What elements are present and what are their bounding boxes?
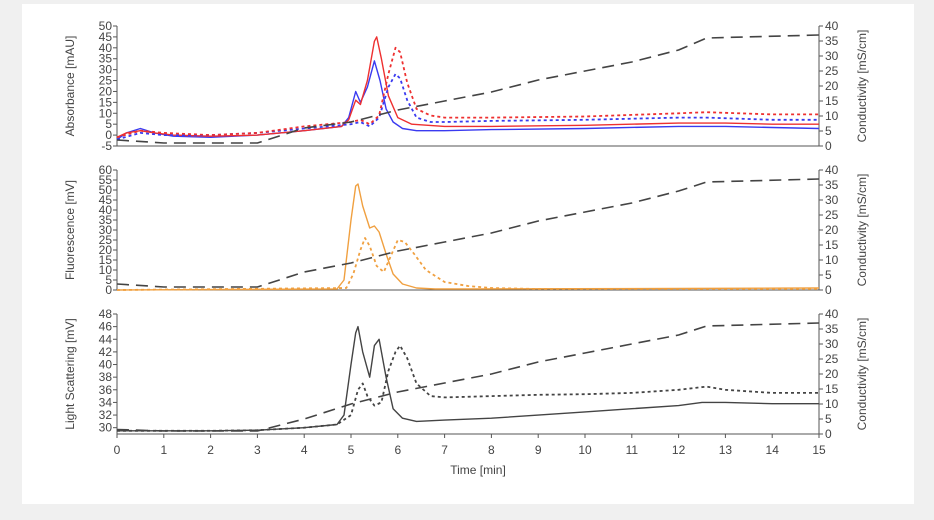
- chromatogram-chart: -5051015202530354045500510152025303540Ab…: [63, 19, 869, 477]
- series-line-1-1: [116, 60, 820, 141]
- x-tick-label: 12: [672, 443, 686, 457]
- x-tick-label: 1: [160, 443, 167, 457]
- right-tick-label: 10: [825, 253, 839, 267]
- right-tick-label: 30: [825, 337, 839, 351]
- right-tick-label: 5: [825, 268, 832, 282]
- right-axis-title: Conductivity [mS/cm]: [855, 30, 869, 143]
- right-tick-label: 15: [825, 94, 839, 108]
- left-tick-label: 44: [99, 332, 113, 346]
- x-tick-label: 11: [626, 443, 639, 457]
- right-tick-label: 40: [825, 163, 839, 177]
- left-tick-label: -5: [101, 139, 112, 153]
- series-line-1-2: [116, 36, 819, 138]
- right-tick-label: 35: [825, 322, 839, 336]
- x-tick-label: 0: [114, 443, 121, 457]
- left-tick-label: 20: [99, 84, 113, 98]
- series-line-3-3: [116, 322, 820, 432]
- left-tick-label: 30: [99, 223, 113, 237]
- left-tick-label: 25: [99, 233, 113, 247]
- left-tick-label: 25: [99, 74, 113, 88]
- left-tick-label: 30: [99, 421, 113, 435]
- right-tick-label: 35: [825, 178, 839, 192]
- right-tick-label: 10: [825, 109, 839, 123]
- left-tick-label: 20: [99, 243, 113, 257]
- x-tick-label: 4: [301, 443, 308, 457]
- x-tick-label: 9: [535, 443, 542, 457]
- x-tick-label: 14: [766, 443, 780, 457]
- right-tick-label: 0: [825, 283, 832, 297]
- right-tick-label: 15: [825, 238, 839, 252]
- left-axis-title: Absorbance [mAU]: [63, 36, 77, 137]
- left-axis-title: Light Scattering [mV]: [63, 318, 77, 429]
- left-tick-label: 40: [99, 41, 113, 55]
- left-tick-label: 30: [99, 63, 113, 77]
- left-tick-label: 42: [99, 345, 113, 359]
- series-line-2-1: [116, 183, 820, 291]
- chart-frame: -5 0 5 10 15 20 25 30 35 40 45 50 0 5 10 15 20 25 30 35 40 Ab…: [22, 4, 914, 504]
- left-tick-label: 15: [99, 95, 113, 109]
- x-tick-label: 6: [394, 443, 401, 457]
- right-tick-label: 30: [825, 49, 839, 63]
- right-tick-label: 20: [825, 79, 839, 93]
- left-tick-label: 15: [99, 253, 113, 267]
- right-tick-label: 20: [825, 223, 839, 237]
- series-line-1-5: [116, 34, 820, 144]
- right-tick-label: 20: [825, 367, 839, 381]
- right-tick-label: 25: [825, 64, 839, 78]
- series-line-3-2: [117, 344, 819, 432]
- right-tick-label: 0: [825, 139, 832, 153]
- x-tick-label: 2: [207, 443, 214, 457]
- right-tick-label: 5: [825, 124, 832, 138]
- x-tick-label: 5: [348, 443, 355, 457]
- right-tick-label: 25: [825, 208, 839, 222]
- left-tick-label: 32: [99, 408, 113, 422]
- left-tick-label: 45: [99, 30, 113, 44]
- right-tick-label: 25: [825, 352, 839, 366]
- series-line-3-1: [117, 325, 819, 432]
- series-line-2-2: [116, 237, 819, 291]
- left-tick-label: 10: [99, 106, 113, 120]
- x-tick-label: 15: [812, 443, 826, 457]
- left-tick-label: 35: [99, 213, 113, 227]
- x-tick-label: 13: [719, 443, 733, 457]
- left-tick-label: 0: [105, 283, 112, 297]
- left-tick-label: 35: [99, 52, 113, 66]
- x-axis-title: Time [min]: [450, 463, 506, 477]
- x-tick-label: 3: [254, 443, 261, 457]
- left-tick-label: 40: [99, 203, 113, 217]
- left-tick-label: 50: [99, 19, 113, 33]
- series-line-1-4: [116, 46, 819, 139]
- left-tick-label: 5: [105, 273, 112, 287]
- right-tick-label: 35: [825, 34, 839, 48]
- left-tick-label: 60: [99, 163, 113, 177]
- x-tick-label: 7: [441, 443, 448, 457]
- left-tick-label: 50: [99, 183, 113, 197]
- right-tick-label: 30: [825, 193, 839, 207]
- left-tick-label: 0: [105, 128, 112, 142]
- left-tick-label: 48: [99, 307, 113, 321]
- right-tick-label: 40: [825, 19, 839, 33]
- right-axis-title: Conductivity [mS/cm]: [855, 318, 869, 431]
- right-tick-label: 10: [825, 397, 839, 411]
- right-tick-label: 15: [825, 382, 839, 396]
- left-tick-label: 34: [99, 395, 113, 409]
- left-tick-label: 55: [99, 173, 113, 187]
- left-tick-label: 38: [99, 370, 113, 384]
- left-tick-label: 45: [99, 193, 113, 207]
- right-tick-label: 40: [825, 307, 839, 321]
- left-tick-label: 10: [99, 263, 113, 277]
- left-tick-label: 40: [99, 358, 113, 372]
- right-axis-title: Conductivity [mS/cm]: [855, 174, 869, 287]
- left-tick-label: 36: [99, 383, 113, 397]
- left-tick-label: 5: [105, 117, 112, 131]
- right-tick-label: 5: [825, 412, 832, 426]
- left-tick-label: 46: [99, 320, 113, 334]
- left-axis-title: Fluorescence [mV]: [63, 180, 77, 280]
- x-tick-label: 8: [488, 443, 495, 457]
- right-tick-label: 0: [825, 427, 832, 441]
- x-tick-label: 10: [578, 443, 592, 457]
- series-line-2-3: [116, 178, 820, 288]
